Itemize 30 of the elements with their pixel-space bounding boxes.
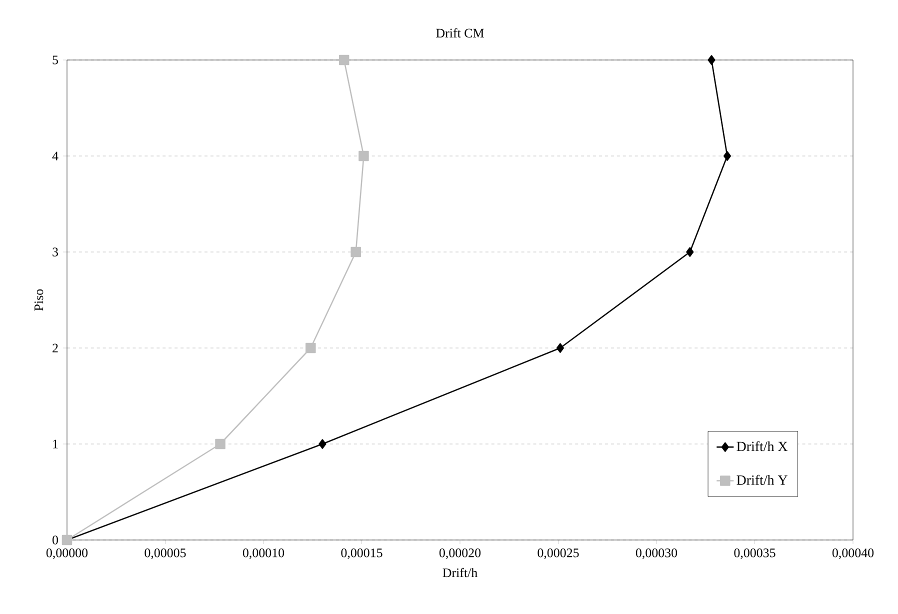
legend-label: Drift/h X xyxy=(736,441,788,452)
y-tick-label: 5 xyxy=(52,56,58,64)
y-axis-title: Piso xyxy=(34,289,44,311)
point xyxy=(358,150,369,162)
legend-label: Drift/h Y xyxy=(736,474,788,485)
y-tick-label: 0 xyxy=(52,536,58,544)
x-tick-label: 0,00010 xyxy=(242,548,284,560)
point xyxy=(708,55,716,65)
x-tick-label: 0,00005 xyxy=(144,548,186,560)
x-tick-label: 0,00035 xyxy=(734,548,776,560)
x-tick-label: 0,00020 xyxy=(439,548,481,560)
point xyxy=(686,247,694,257)
point xyxy=(338,54,350,66)
y-tick-label: 4 xyxy=(52,152,58,160)
y-tick-label: 2 xyxy=(52,344,58,352)
x-tick-label: 0,00000 xyxy=(46,548,88,560)
point xyxy=(318,439,326,449)
point xyxy=(350,246,361,258)
point xyxy=(215,438,226,450)
chart-title: Drift CM xyxy=(436,28,484,38)
point xyxy=(723,151,732,161)
point xyxy=(556,343,564,353)
x-tick-label: 0,00025 xyxy=(538,548,579,560)
point xyxy=(306,342,316,354)
x-tick-label: 0,00030 xyxy=(636,548,678,560)
x-tick-label: 0,00015 xyxy=(341,548,382,560)
x-tick-label: 0,00040 xyxy=(832,548,874,560)
x-axis-title: Drift/h xyxy=(442,568,478,578)
y-tick-label: 1 xyxy=(53,440,58,448)
y-tick-label: 3 xyxy=(52,248,58,256)
